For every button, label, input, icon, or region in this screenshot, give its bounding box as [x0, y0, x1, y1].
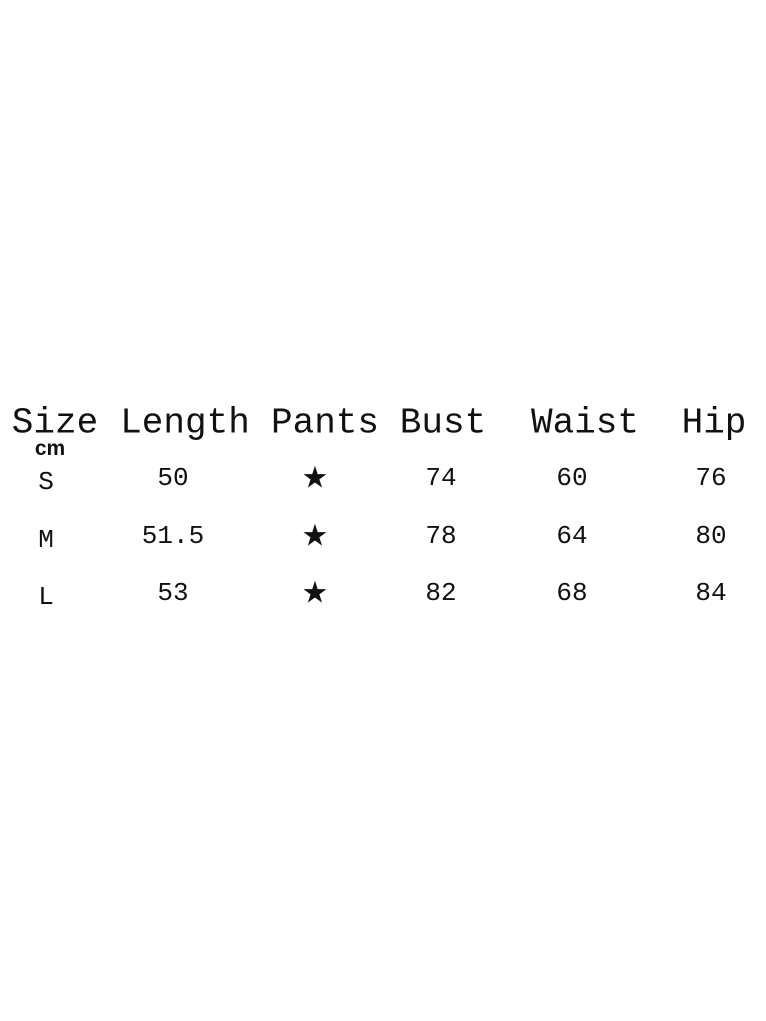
- table-cell: ★: [301, 460, 329, 496]
- table-cell: ★: [301, 575, 329, 611]
- table-cell: 82: [425, 578, 457, 608]
- table-cell: 80: [695, 521, 727, 551]
- table-cell: 74: [425, 463, 457, 493]
- table-cell: 51.5: [141, 521, 205, 551]
- unit-label: cm: [34, 437, 66, 460]
- size-label: L: [38, 582, 54, 612]
- column-header: Pants: [270, 402, 380, 444]
- table-cell: 78: [425, 521, 457, 551]
- table-cell: 68: [556, 578, 588, 608]
- column-header: Hip: [681, 402, 747, 444]
- table-cell: 64: [556, 521, 588, 551]
- column-header: Bust: [399, 402, 487, 444]
- table-cell: 53: [157, 578, 189, 608]
- table-cell: 76: [695, 463, 727, 493]
- table-cell: ★: [301, 518, 329, 554]
- table-cell: 60: [556, 463, 588, 493]
- size-label: M: [38, 525, 54, 555]
- table-cell: 50: [157, 463, 189, 493]
- column-header: Waist: [530, 402, 640, 444]
- column-header: Length: [120, 402, 250, 444]
- table-cell: 84: [695, 578, 727, 608]
- size-label: S: [38, 467, 54, 497]
- column-header: Size: [11, 402, 99, 444]
